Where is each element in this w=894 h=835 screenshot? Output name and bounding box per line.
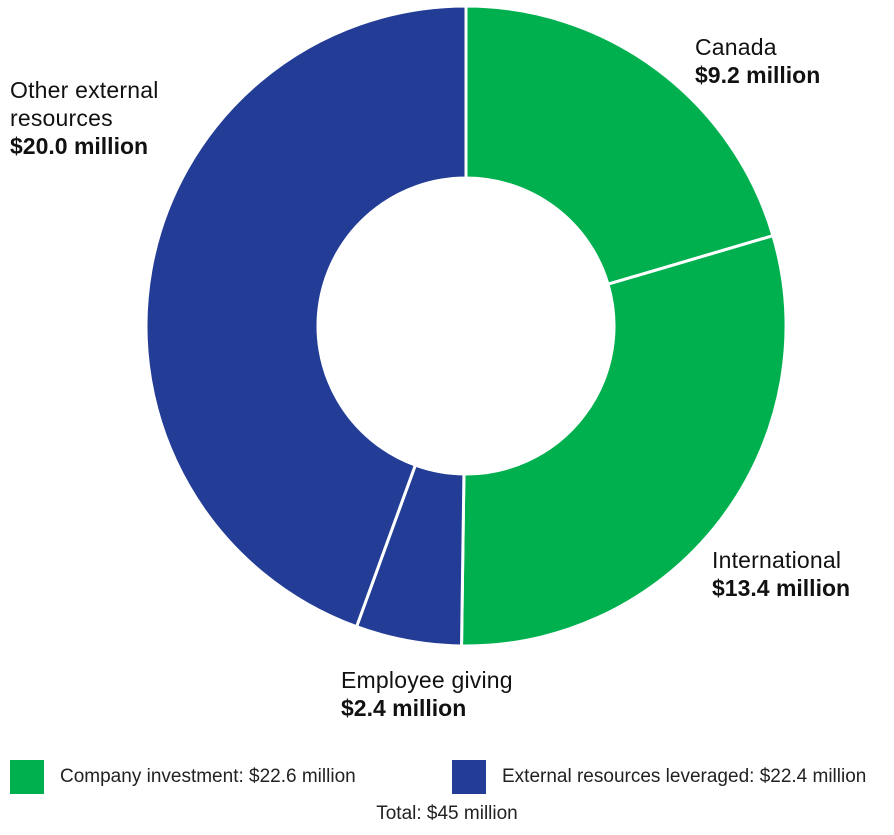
slice-label-international: International $13.4 million [712, 546, 850, 602]
legend-item-company: Company investment: $22.6 million [10, 760, 356, 794]
slice-value-international: $13.4 million [712, 575, 851, 601]
legend-label-external: External resources leveraged: $22.4 mill… [502, 766, 867, 787]
slice-label-other-external: Other external resources $20.0 million [10, 76, 210, 160]
donut-slice-canada [464, 4, 775, 287]
chart-total: Total: $45 million [376, 803, 518, 824]
donut-slice-other-external-resources [144, 4, 468, 629]
slice-value-canada: $9.2 million [695, 62, 821, 88]
slice-label-employee-giving: Employee giving $2.4 million [341, 666, 513, 722]
donut-slice-international [460, 233, 788, 648]
slice-name-international: International [712, 547, 842, 573]
chart-legend: Company investment: $22.6 million Extern… [0, 760, 894, 796]
donut-chart [144, 4, 788, 648]
slice-name-other-external: Other external resources [10, 77, 159, 131]
legend-label-company: Company investment: $22.6 million [60, 766, 356, 787]
slice-value-employee-giving: $2.4 million [341, 695, 467, 721]
slice-value-other-external: $20.0 million [10, 133, 149, 159]
slice-name-canada: Canada [695, 34, 777, 60]
legend-item-external: External resources leveraged: $22.4 mill… [452, 760, 866, 794]
legend-swatch-company [10, 760, 44, 794]
slice-label-canada: Canada $9.2 million [695, 33, 820, 89]
legend-swatch-external [452, 760, 486, 794]
slice-name-employee-giving: Employee giving [341, 667, 513, 693]
